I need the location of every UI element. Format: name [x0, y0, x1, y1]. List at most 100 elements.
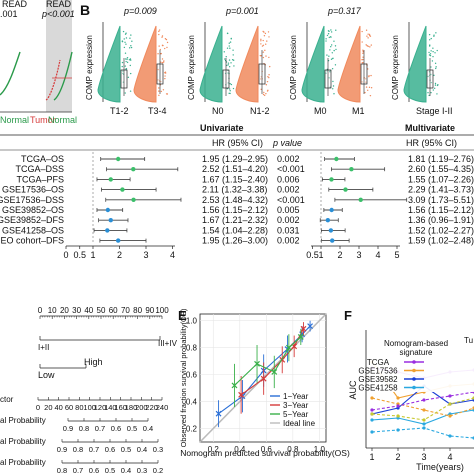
panel-b-point — [125, 37, 128, 39]
panel-b-point — [365, 44, 367, 46]
panel-b-point — [127, 76, 130, 79]
panel-e-marker-1-4 — [300, 325, 307, 332]
panel-b-point — [368, 75, 370, 77]
panel-b-point — [265, 55, 267, 57]
panel-b-point — [331, 52, 334, 54]
panel-f-point-3-2 — [422, 422, 426, 426]
panel-e-letter: E — [178, 308, 187, 323]
panel-f-point-6-1 — [396, 404, 400, 408]
panel-b-point — [229, 90, 231, 92]
panel-b-group-0-3: Stage I-II — [416, 106, 453, 116]
panel-b-point — [430, 81, 433, 84]
panel-b-point — [428, 54, 431, 56]
panel-b-violin-green-0 — [97, 25, 121, 103]
panel-b-point — [233, 65, 235, 67]
panel-a-curve-tumor — [45, 59, 61, 101]
panel-b-point — [232, 87, 235, 90]
panel-e-xtick-3: 0.8 — [287, 445, 299, 454]
forest-uni-p-5: 0.005 — [277, 205, 300, 215]
panel-a-pval-right: p<0.001 — [41, 9, 75, 19]
panel-b-violin-orange-0 — [133, 25, 157, 103]
panel-a-curve-normal-left — [0, 51, 21, 96]
forest-col-hr-multi: HR (95% CI) — [406, 138, 457, 148]
panel-b-point — [268, 76, 270, 79]
panel-b-point — [432, 89, 435, 91]
panel-b-point — [435, 32, 437, 34]
panel-b-point — [263, 91, 265, 94]
forest-multi-point-5 — [329, 207, 334, 213]
nomogram-prob-label-1-5: 0.4 — [137, 445, 147, 454]
panel-f-legend-bg — [368, 336, 474, 392]
forest-uni-p-0: 0.002 — [277, 154, 300, 164]
panel-b-point — [326, 54, 328, 56]
panel-b-point — [334, 64, 337, 66]
nomogram-total-label-5: 100 — [83, 403, 96, 412]
forest-row-label-0: TCGA–OS — [21, 154, 64, 164]
panel-b-point — [326, 34, 329, 37]
forest-multi-hr-4: 3.09 (1.73–5.51) — [408, 195, 474, 205]
forest-row-label-4: GSE17536–DSS — [0, 195, 64, 205]
panel-b-point — [131, 40, 133, 42]
panel-b-point — [364, 91, 366, 94]
panel-b-point — [230, 38, 232, 40]
panel-a-curve-normal-right — [53, 51, 73, 101]
panel-e-ytick-1: 0.4 — [186, 398, 198, 407]
panel-b-point — [130, 46, 133, 49]
panel-e-marker-0-0 — [215, 410, 222, 417]
panel-b-point — [227, 64, 229, 66]
panel-b-point — [428, 51, 430, 54]
panel-b-point — [160, 90, 163, 93]
panel-e-marker-1-1 — [260, 375, 267, 382]
panel-b-point — [436, 84, 439, 87]
forest-uni-p-4: <0.001 — [277, 195, 305, 205]
panel-b-point — [121, 65, 123, 68]
forest-multi-tick-label-3: 3 — [356, 250, 361, 260]
panel-f-legend-marker-2 — [412, 377, 416, 381]
panel-f-point-6-2 — [422, 398, 426, 402]
forest-uni-point-4 — [131, 197, 136, 202]
forest-uni-p-3: 0.002 — [277, 185, 300, 195]
nomogram-prob-label-2-0: 0.8 — [57, 466, 67, 474]
panel-b-point — [227, 82, 229, 84]
nomogram-total-label-2: 40 — [54, 403, 62, 412]
panel-b-point — [430, 73, 432, 76]
panel-b-point — [262, 56, 265, 59]
panel-b-point — [268, 56, 270, 59]
panel-b-point — [158, 30, 160, 33]
panel-b-group-1-1: N1-2 — [250, 106, 270, 116]
panel-f-point-6-3 — [448, 394, 452, 398]
panel-b-point — [369, 94, 372, 97]
panel-f-legend-marker-3 — [412, 385, 416, 390]
panel-b-point — [162, 44, 164, 47]
panel-f-line-5 — [371, 397, 474, 417]
panel-f-point-7-3 — [448, 402, 452, 406]
nomogram-prob-label-2-5: 0.3 — [137, 466, 147, 474]
panel-e-xtick-1: 0.4 — [234, 445, 246, 454]
panel-b-point — [366, 45, 368, 47]
panel-b-point — [121, 61, 124, 64]
forest-uni-point-5 — [105, 207, 111, 213]
panel-b-point — [260, 55, 262, 57]
panel-b-point — [330, 58, 333, 60]
nomogram-total-label-3: 60 — [65, 403, 73, 412]
panel-b-point — [435, 67, 437, 70]
forest-row-label-5: GSE39852–OS — [2, 205, 64, 215]
panel-b-group-0-1: N0 — [212, 106, 224, 116]
panel-b-point — [130, 34, 132, 36]
forest-multi-hr-6: 1.36 (0.96–1.91) — [408, 215, 474, 225]
panel-b-point — [269, 65, 271, 68]
panel-f-xtick-label-0: 1 — [369, 452, 374, 462]
panel-b-point — [263, 34, 266, 37]
panel-b-point — [225, 56, 227, 58]
panel-b-point — [328, 55, 330, 57]
nomogram-row-label-2: al Probability — [0, 437, 46, 446]
panel-b-point — [129, 58, 132, 60]
panel-b-point — [263, 94, 266, 97]
panel-b-point — [158, 87, 160, 89]
panel-e-ytick-4: 1.0 — [186, 317, 198, 326]
panel-b-point — [166, 46, 168, 49]
forest-col-p: p value — [272, 138, 302, 148]
panel-b-point — [362, 61, 364, 64]
panel-b-point — [364, 78, 367, 80]
